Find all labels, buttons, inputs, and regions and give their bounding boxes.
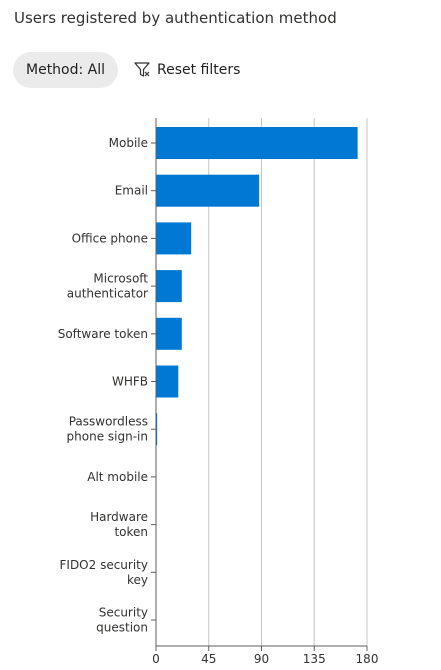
chart-title: Users registered by authentication metho… (14, 9, 337, 27)
x-tick-label: 90 (254, 652, 269, 666)
x-tick-label: 0 (152, 652, 160, 666)
bar (156, 365, 179, 398)
category-label: Mobile (109, 136, 148, 150)
bar (156, 270, 182, 303)
category-label: FIDO2 security (60, 558, 149, 572)
x-tick-label: 135 (303, 652, 326, 666)
category-label: Office phone (72, 231, 148, 245)
category-label: phone sign-in (67, 430, 148, 444)
bar (156, 222, 192, 255)
x-tick-label: 180 (356, 652, 379, 666)
category-label: token (114, 525, 148, 539)
category-label: authenticator (67, 287, 148, 301)
category-label: WHFB (112, 375, 148, 389)
category-label: Passwordless (69, 415, 148, 429)
category-label: Hardware (90, 510, 148, 524)
bar (156, 317, 182, 350)
x-tick-label: 45 (201, 652, 216, 666)
category-label: Security (99, 606, 148, 620)
bar (156, 413, 158, 446)
category-label: Alt mobile (87, 470, 148, 484)
bar (156, 127, 358, 159)
category-label: Software token (58, 327, 148, 341)
category-label: Email (115, 184, 148, 198)
reset-filters-label: Reset filters (157, 62, 241, 78)
filter-clear-icon (133, 61, 151, 79)
method-filter-pill[interactable]: Method: All (13, 52, 119, 88)
category-label: question (96, 621, 148, 635)
category-label: key (127, 573, 148, 587)
bar (156, 174, 260, 207)
reset-filters-button[interactable]: Reset filters (133, 58, 240, 82)
category-label: Microsoft (93, 272, 148, 286)
